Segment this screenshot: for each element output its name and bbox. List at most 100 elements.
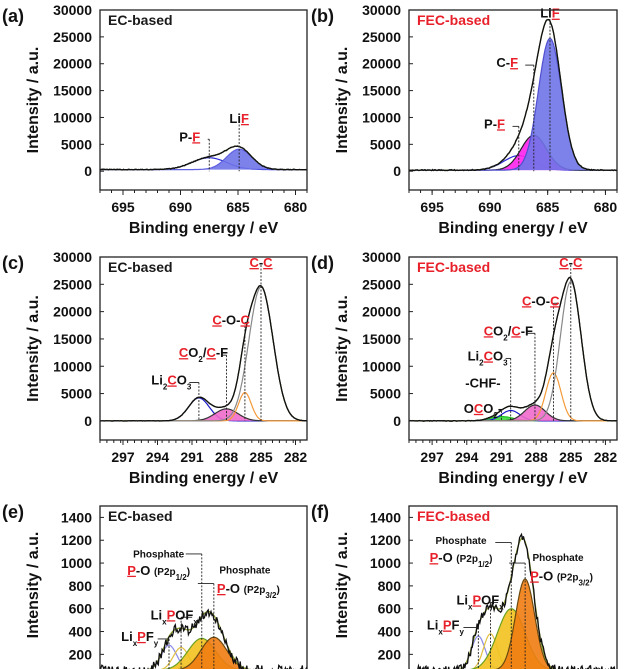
x-tick-label: 291 <box>180 449 204 465</box>
y-axis-label: Intensity / a.u. <box>25 532 42 639</box>
y-tick-label: 10000 <box>53 358 92 374</box>
y-tick-label: 10000 <box>362 358 401 374</box>
y-axis-label: Intensity / a.u. <box>25 295 42 402</box>
peak-label: Phosphate <box>533 553 585 564</box>
y-tick-label: 200 <box>378 646 402 662</box>
peak-label: Phosphate <box>435 536 487 547</box>
y-axis-label: Intensity / a.u. <box>334 47 351 154</box>
y-tick-label: 25000 <box>362 29 401 45</box>
panel-e: Phosphate P-O (P2p1/2) Phosphate P-O (P2p3/… <box>2 502 308 669</box>
component-peak <box>469 608 553 669</box>
plot-frame <box>408 505 618 669</box>
peak-label: C-C <box>559 255 583 270</box>
peak-label: Phosphate <box>219 566 271 577</box>
raw-spectrum <box>100 608 307 669</box>
peak-label: LiF <box>229 111 249 126</box>
y-tick-label: 5000 <box>370 386 401 402</box>
plot-frame <box>99 9 308 191</box>
peak-label: CO2/C-F <box>179 345 228 364</box>
y-tick-label: 0 <box>393 413 401 429</box>
panel-label: (d) <box>311 253 334 273</box>
peak-label: Phosphate <box>133 550 185 561</box>
y-tick-label: 0 <box>84 163 92 179</box>
raw-spectrum <box>100 145 307 171</box>
peak-label: LixPOFx <box>151 607 199 626</box>
y-tick-label: 1400 <box>61 509 92 525</box>
peak-label: P-F <box>484 116 505 131</box>
y-tick-label: 25000 <box>362 276 401 292</box>
x-axis-label: Binding energy / eV <box>438 220 588 237</box>
panel-d: C-C C-O-C CO2/C-F Li2CO3 -CHF- OCO2- 0 5000 1000… <box>311 249 618 487</box>
panel-title: FEC-based <box>417 508 490 524</box>
panel-title: EC-based <box>108 259 173 275</box>
panel-b: LiF C-F P-F 0 5000 10000 15000 20000 25000 30000 6… <box>311 2 618 237</box>
peak-label: P-F <box>179 129 200 144</box>
panel-label: (e) <box>2 502 24 522</box>
peak-label: C-O-C <box>212 312 250 327</box>
x-axis-label: Binding energy / eV <box>129 220 279 237</box>
y-tick-label: 0 <box>84 413 92 429</box>
peak-label: LiF <box>540 6 560 21</box>
panel-title: EC-based <box>108 508 173 524</box>
x-tick-label: 690 <box>478 199 502 215</box>
peak-label: C-O-C <box>522 293 560 308</box>
y-tick-label: 10000 <box>362 109 401 125</box>
y-tick-label: 30000 <box>53 2 92 18</box>
x-tick-label: 288 <box>215 449 239 465</box>
y-tick-label: 800 <box>378 578 402 594</box>
peak-label: OCO2- <box>464 401 502 420</box>
x-tick-label: 680 <box>594 199 618 215</box>
component-peak <box>100 148 307 171</box>
y-tick-label: 5000 <box>61 386 92 402</box>
component-peak <box>100 397 307 422</box>
y-tick-label: 1200 <box>61 532 92 548</box>
x-tick-label: 285 <box>249 449 273 465</box>
fit-envelope <box>409 276 617 422</box>
y-tick-label: 30000 <box>362 249 401 265</box>
y-tick-label: 800 <box>69 578 93 594</box>
x-tick-label: 294 <box>455 449 479 465</box>
y-tick-label: 25000 <box>53 29 92 45</box>
peak-label: P-O (P2p1/2) <box>430 550 493 569</box>
y-axis-label: Intensity / a.u. <box>25 47 42 154</box>
y-tick-label: 30000 <box>362 2 401 18</box>
peak-label: LixPFy <box>121 629 159 648</box>
panel-label: (a) <box>2 6 24 26</box>
peak-label: C-C <box>249 255 273 270</box>
y-tick-label: 5000 <box>61 136 92 152</box>
component-peak <box>495 578 555 669</box>
x-axis-label: Binding energy / eV <box>438 470 588 487</box>
panel-label: (c) <box>2 253 24 273</box>
component-fill <box>180 637 247 669</box>
plot-area-a <box>100 145 307 171</box>
y-tick-label: 600 <box>69 601 93 617</box>
y-tick-label: 1400 <box>370 509 401 525</box>
component-peak <box>178 636 250 669</box>
plot-area-b <box>409 18 617 172</box>
component-peak <box>163 637 240 669</box>
y-axis-label: Intensity / a.u. <box>334 295 351 402</box>
y-axis-label: Intensity / a.u. <box>334 532 351 639</box>
panel-label: (b) <box>311 6 334 26</box>
x-tick-label: 680 <box>284 199 308 215</box>
component-peak <box>100 408 307 422</box>
peak-label: P-O (P2p3/2) <box>530 568 593 587</box>
x-tick-label: 695 <box>111 199 135 215</box>
peak-label: CO2/C-F <box>484 323 533 342</box>
y-tick-label: 400 <box>69 624 93 640</box>
panel-f: Phosphate P-O (P2p1/2) Phosphate P-O (P2p3/… <box>311 502 618 669</box>
panel-title: FEC-based <box>417 259 490 275</box>
raw-spectrum <box>409 276 617 422</box>
peak-label: C-F <box>496 55 518 70</box>
y-tick-label: 15000 <box>53 331 92 347</box>
panel-c: C-C C-O-C CO2/C-F Li2CO3 0 5000 10000 15000 2000… <box>2 249 308 487</box>
panel-title: FEC-based <box>417 12 490 28</box>
x-tick-label: 291 <box>490 449 514 465</box>
x-tick-label: 285 <box>559 449 583 465</box>
component-fill <box>409 38 617 171</box>
component-peak <box>100 391 307 422</box>
x-tick-label: 297 <box>420 449 444 465</box>
component-peak <box>100 157 307 171</box>
peak-label: P-O (P2p1/2) <box>127 563 190 582</box>
